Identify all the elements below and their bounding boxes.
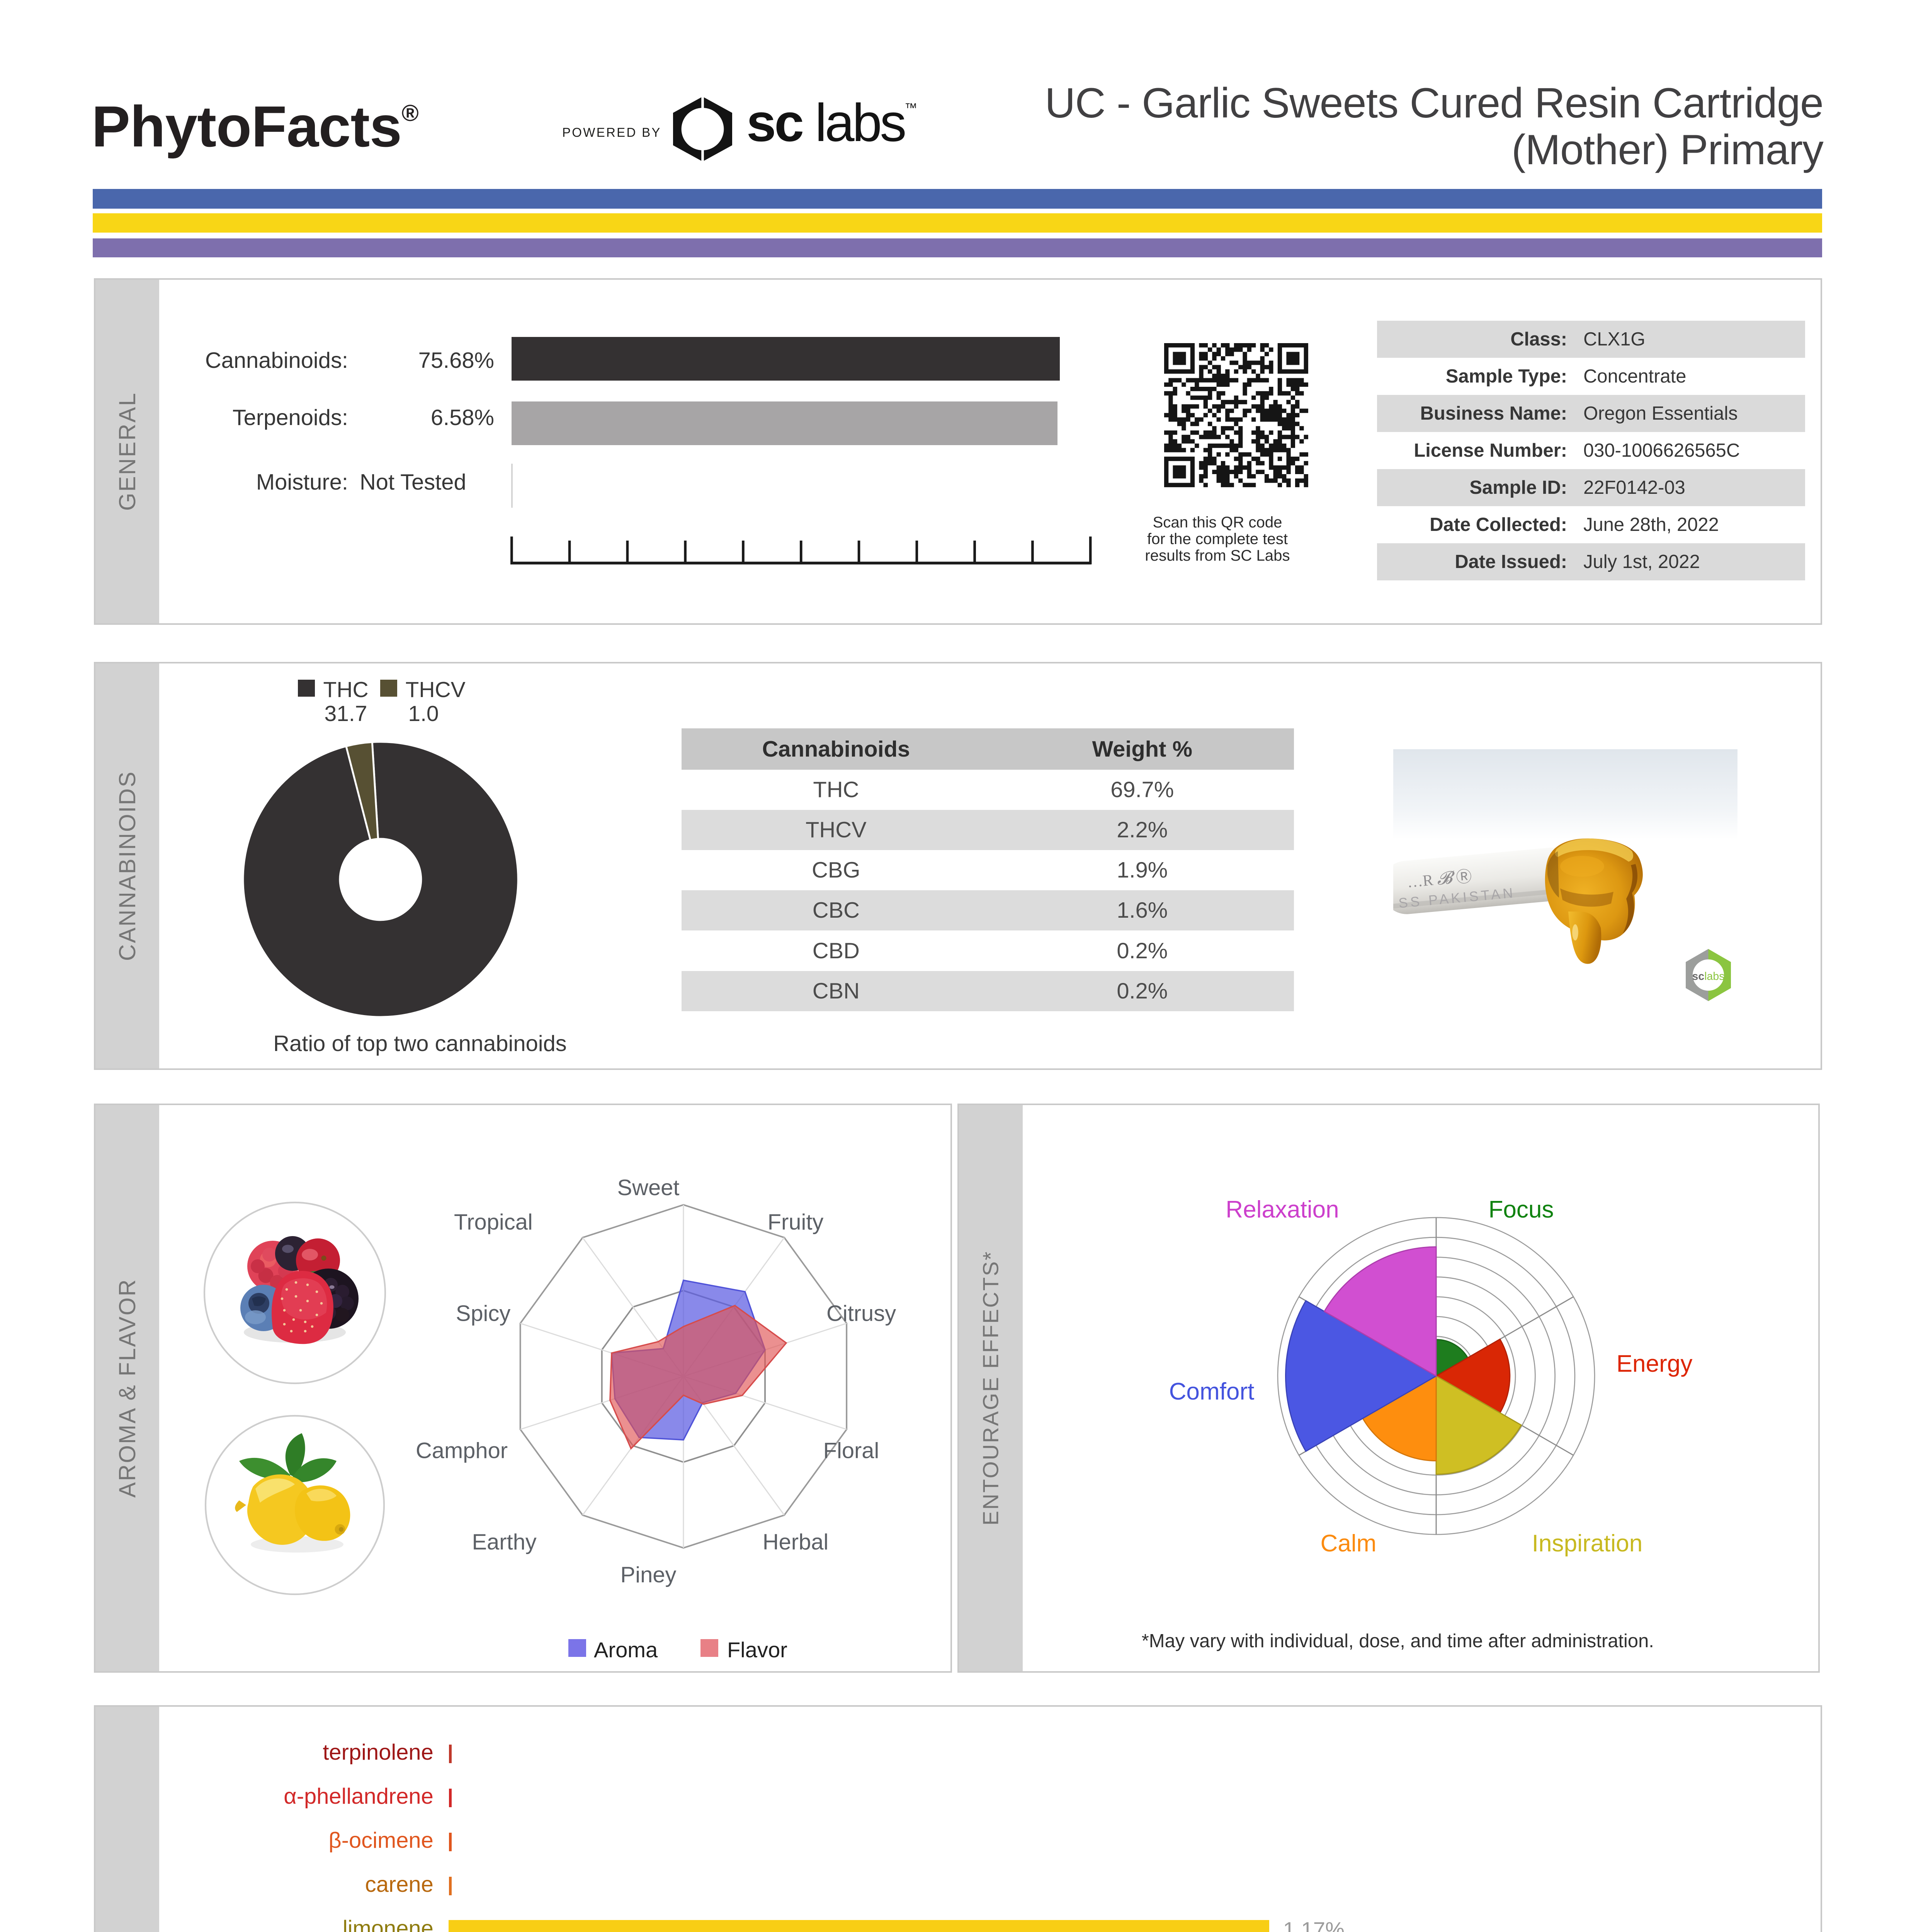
svg-text:Relaxation: Relaxation xyxy=(1226,1196,1339,1223)
svg-text:Piney: Piney xyxy=(621,1563,677,1587)
svg-text:Fruity: Fruity xyxy=(768,1210,824,1235)
svg-text:Tropical: Tropical xyxy=(454,1210,533,1235)
svg-text:Focus: Focus xyxy=(1488,1196,1554,1223)
svg-text:Citrusy: Citrusy xyxy=(826,1301,896,1326)
svg-text:sclabs: sclabs xyxy=(1692,970,1725,983)
svg-text:Comfort: Comfort xyxy=(1169,1378,1255,1405)
svg-text:Camphor: Camphor xyxy=(416,1439,508,1463)
svg-text:Earthy: Earthy xyxy=(472,1530,536,1554)
svg-text:Spicy: Spicy xyxy=(456,1301,511,1326)
svg-text:Herbal: Herbal xyxy=(763,1530,829,1554)
svg-text:Energy: Energy xyxy=(1617,1350,1693,1377)
svg-text:Inspiration: Inspiration xyxy=(1532,1530,1643,1557)
svg-text:Floral: Floral xyxy=(823,1439,879,1463)
svg-text:Calm: Calm xyxy=(1321,1530,1377,1557)
svg-text:Sweet: Sweet xyxy=(617,1175,680,1200)
